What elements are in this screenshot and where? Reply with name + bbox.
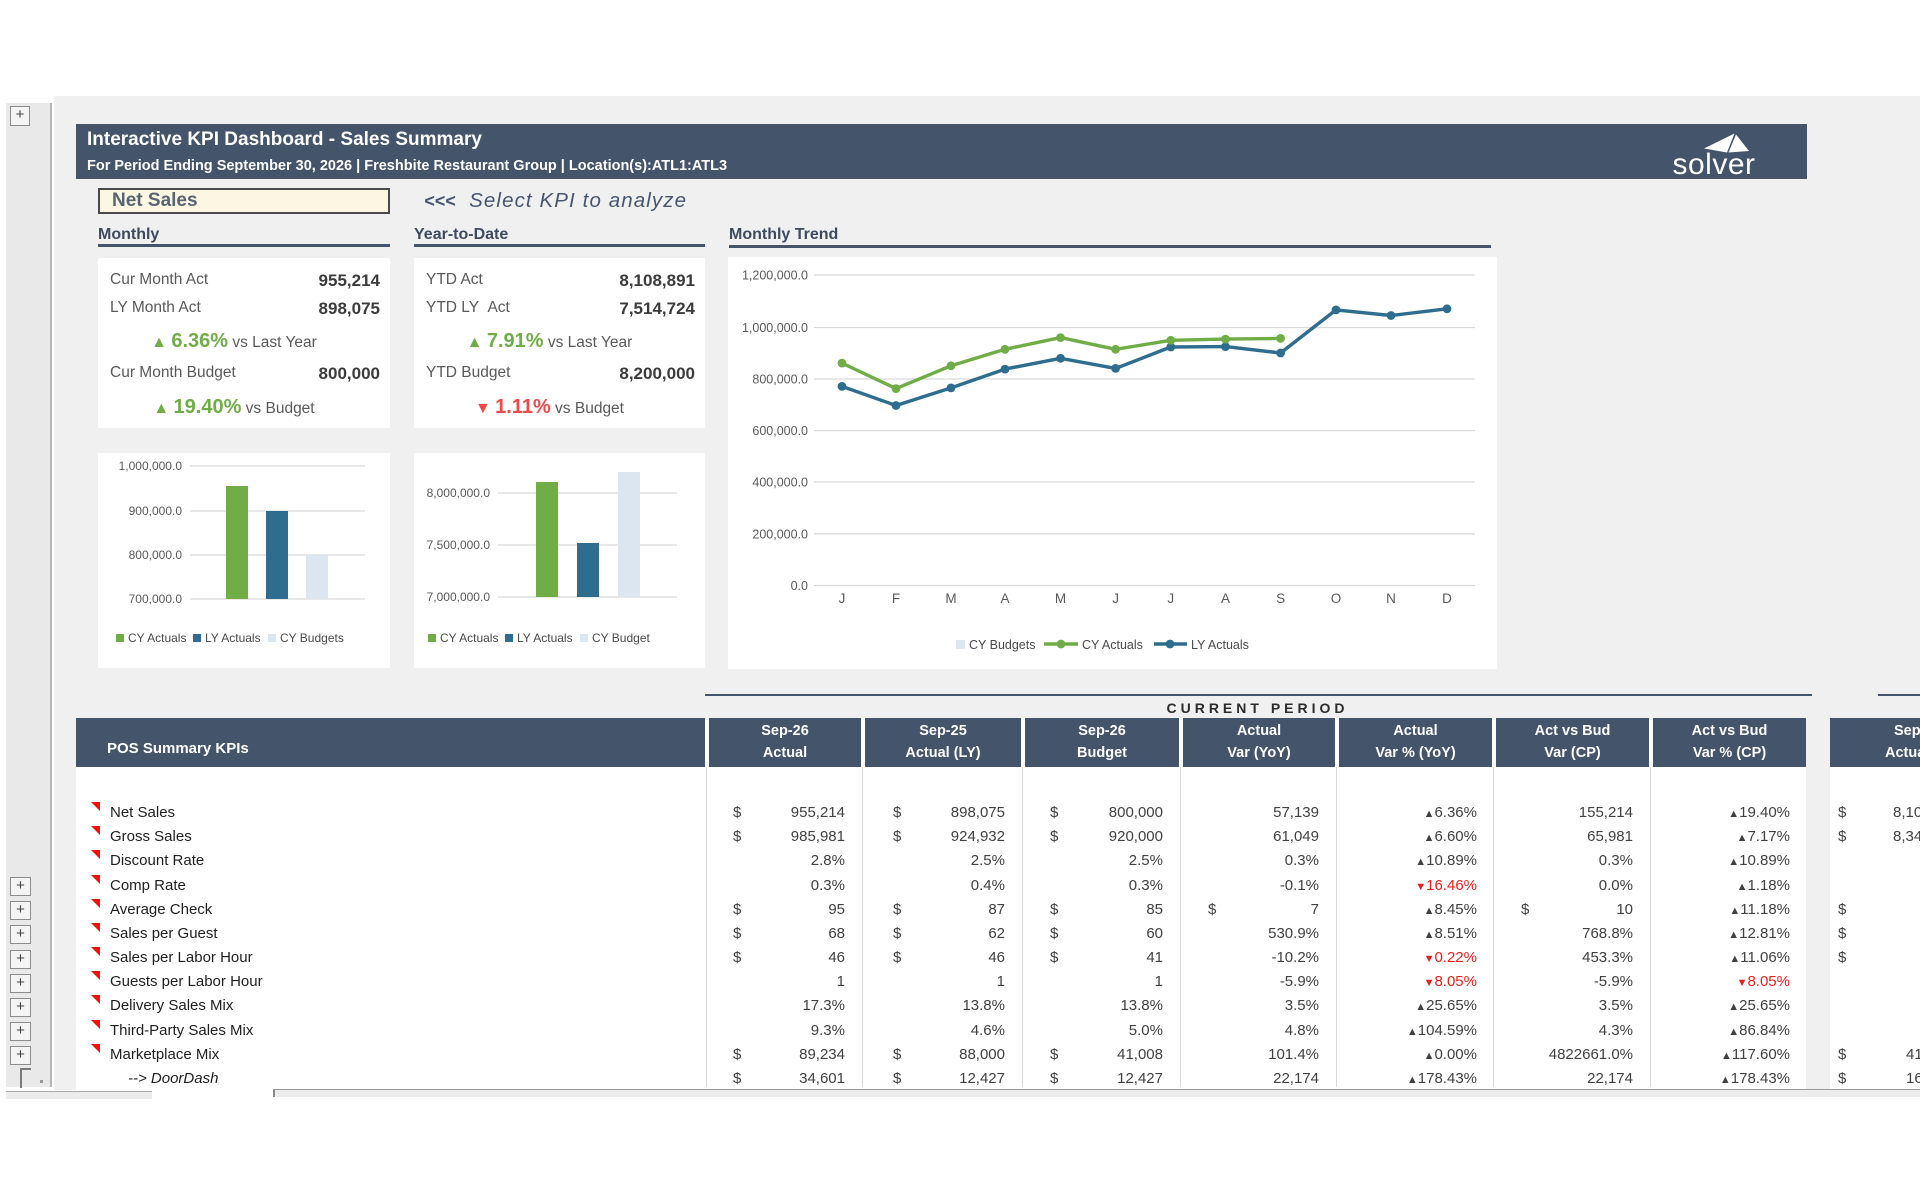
svg-text:J: J — [1112, 591, 1119, 606]
svg-text:D: D — [1442, 591, 1452, 606]
svg-text:J: J — [839, 591, 846, 606]
svg-text:A: A — [1221, 591, 1230, 606]
svg-text:7,500,000.0: 7,500,000.0 — [427, 538, 491, 552]
svg-text:M: M — [945, 591, 956, 606]
svg-text:F: F — [892, 591, 900, 606]
svg-text:700,000.0: 700,000.0 — [129, 592, 183, 606]
svg-text:600,000.0: 600,000.0 — [752, 424, 808, 438]
svg-text:CY Actuals: CY Actuals — [1082, 638, 1143, 652]
svg-text:0.0: 0.0 — [791, 579, 808, 593]
svg-text:LY Actuals: LY Actuals — [205, 631, 261, 645]
svg-text:A: A — [1000, 591, 1009, 606]
svg-text:O: O — [1331, 591, 1342, 606]
svg-text:200,000.0: 200,000.0 — [752, 527, 808, 541]
svg-text:900,000.0: 900,000.0 — [129, 504, 183, 518]
svg-text:800,000.0: 800,000.0 — [129, 548, 183, 562]
svg-text:CY Actuals: CY Actuals — [128, 631, 186, 645]
svg-text:N: N — [1386, 591, 1396, 606]
svg-text:7,000,000.0: 7,000,000.0 — [427, 590, 491, 604]
svg-text:LY Actuals: LY Actuals — [517, 631, 573, 645]
svg-text:CY Budget: CY Budget — [592, 631, 650, 645]
svg-text:1,200,000.0: 1,200,000.0 — [742, 269, 808, 283]
svg-text:800,000.0: 800,000.0 — [752, 373, 808, 387]
svg-text:J: J — [1167, 591, 1174, 606]
svg-text:CY Actuals: CY Actuals — [440, 631, 498, 645]
svg-text:400,000.0: 400,000.0 — [752, 476, 808, 490]
svg-text:S: S — [1276, 591, 1285, 606]
svg-text:8,000,000.0: 8,000,000.0 — [427, 486, 491, 500]
svg-text:CY Budgets: CY Budgets — [969, 638, 1035, 652]
svg-text:CY Budgets: CY Budgets — [280, 631, 344, 645]
svg-text:1,000,000.0: 1,000,000.0 — [119, 459, 183, 473]
svg-text:M: M — [1055, 591, 1066, 606]
svg-text:LY Actuals: LY Actuals — [1191, 638, 1249, 652]
svg-text:1,000,000.0: 1,000,000.0 — [742, 321, 808, 335]
